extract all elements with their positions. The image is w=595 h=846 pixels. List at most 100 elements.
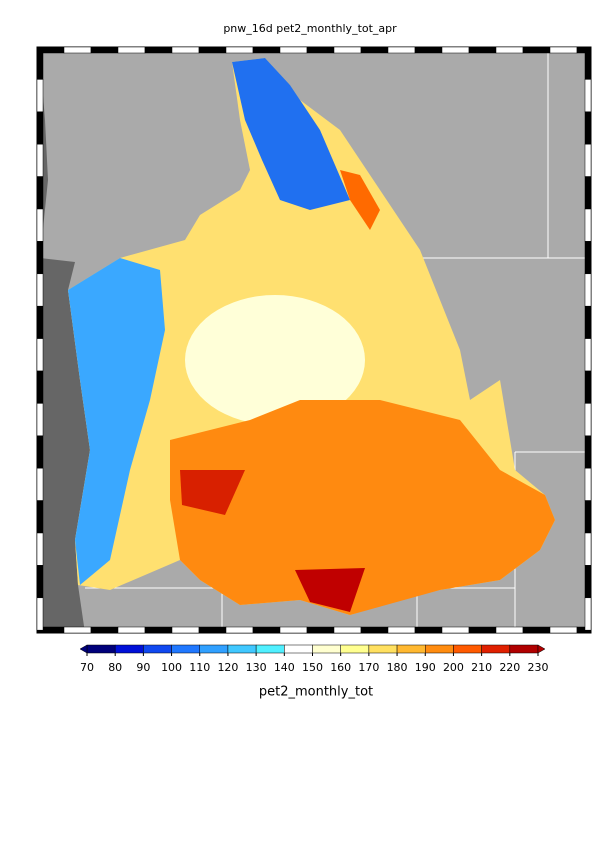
frame-tick	[584, 305, 592, 339]
frame-tick	[584, 111, 592, 145]
frame-tick	[584, 46, 592, 80]
colorbar-segment	[481, 644, 511, 654]
frame-tick	[144, 626, 173, 634]
frame-tick	[584, 79, 592, 113]
frame-tick	[36, 111, 44, 145]
frame-tick	[549, 626, 578, 634]
colorbar-segment	[255, 644, 285, 654]
frame-tick	[360, 46, 389, 54]
frame-tick	[144, 46, 173, 54]
frame-tick	[584, 338, 592, 372]
frame-tick	[36, 79, 44, 113]
ocean	[37, 47, 90, 633]
frame-tick	[441, 626, 470, 634]
frame-tick	[584, 273, 592, 307]
frame-tick	[584, 143, 592, 177]
colorbar-extend	[537, 644, 546, 654]
colorbar-segment	[143, 644, 172, 654]
colorbar-tick-label: 180	[387, 661, 408, 674]
data-field	[170, 400, 555, 615]
frame-tick	[198, 46, 227, 54]
frame-tick	[333, 626, 362, 634]
frame-tick	[225, 626, 254, 634]
frame-tick	[387, 626, 416, 634]
colorbar-tick-label: 70	[80, 661, 94, 674]
colorbar-tick-label: 90	[136, 661, 150, 674]
frame-tick	[584, 435, 592, 469]
frame-tick	[360, 626, 389, 634]
frame-tick	[198, 626, 227, 634]
frame-tick	[36, 46, 44, 80]
colorbar-tick-label: 140	[274, 661, 295, 674]
frame-tick	[171, 626, 200, 634]
frame-tick	[584, 467, 592, 501]
colorbar-segment	[86, 644, 116, 654]
frame-tick	[171, 46, 200, 54]
colorbar-segment	[425, 644, 454, 654]
colorbar-segment	[340, 644, 370, 654]
colorbar-segment	[368, 644, 398, 654]
colorbar: 70 80 90 100 110 120 130 140 150 160 170 180 190 200 2…	[79, 644, 549, 674]
frame-tick	[468, 626, 497, 634]
colorbar-segment	[227, 644, 257, 654]
colorbar-segment	[509, 644, 539, 654]
frame-tick	[36, 403, 44, 437]
frame-tick	[441, 46, 470, 54]
colorbar-segment	[114, 644, 144, 654]
frame-tick	[36, 143, 44, 177]
map	[36, 46, 592, 634]
data-field	[180, 470, 245, 515]
colorbar-segment	[453, 644, 482, 654]
frame-tick	[225, 46, 254, 54]
frame-tick	[468, 46, 497, 54]
frame-tick	[584, 500, 592, 534]
colorbar-tick-label: 120	[217, 661, 238, 674]
frame-tick	[63, 626, 92, 634]
colorbar-tick-label: 170	[358, 661, 379, 674]
frame-tick	[522, 626, 551, 634]
frame-tick	[414, 626, 443, 634]
colorbar-tick-label: 220	[499, 661, 520, 674]
data-field	[232, 58, 350, 210]
colorbar-extend	[79, 644, 88, 654]
colorbar-segment	[199, 644, 229, 654]
frame-tick	[117, 46, 146, 54]
colorbar-tick-label: 190	[415, 661, 436, 674]
frame-tick	[117, 626, 146, 634]
data-field	[185, 295, 365, 425]
frame-tick	[36, 532, 44, 566]
colorbar-segment	[171, 644, 200, 654]
colorbar-segment	[396, 644, 426, 654]
frame-tick	[36, 305, 44, 339]
frame-tick	[584, 403, 592, 437]
frame-tick	[584, 241, 592, 275]
frame-tick	[306, 46, 335, 54]
frame-tick	[584, 629, 592, 634]
colorbar-tick-label: 210	[471, 661, 492, 674]
frame-tick	[549, 46, 578, 54]
frame-tick	[584, 597, 592, 631]
colorbar-tick-label: 110	[189, 661, 210, 674]
frame-tick	[252, 46, 281, 54]
frame-tick	[90, 626, 119, 634]
frame-tick	[414, 46, 443, 54]
frame-tick	[252, 626, 281, 634]
frame-tick	[36, 500, 44, 534]
colorbar-tick-label: 130	[246, 661, 267, 674]
frame-tick	[63, 46, 92, 54]
frame-tick	[306, 626, 335, 634]
frame-tick	[36, 435, 44, 469]
frame-tick	[36, 176, 44, 210]
data-field	[68, 258, 165, 585]
frame-tick	[36, 208, 44, 242]
frame-tick	[333, 46, 362, 54]
colorbar-label: pet2_monthly_tot	[259, 685, 373, 700]
frame-tick	[36, 338, 44, 372]
frame-tick	[36, 273, 44, 307]
colorbar-segment	[312, 644, 341, 654]
colorbar-tick-label: 80	[108, 661, 122, 674]
frame-tick	[279, 626, 308, 634]
colorbar-tick-label: 200	[443, 661, 464, 674]
